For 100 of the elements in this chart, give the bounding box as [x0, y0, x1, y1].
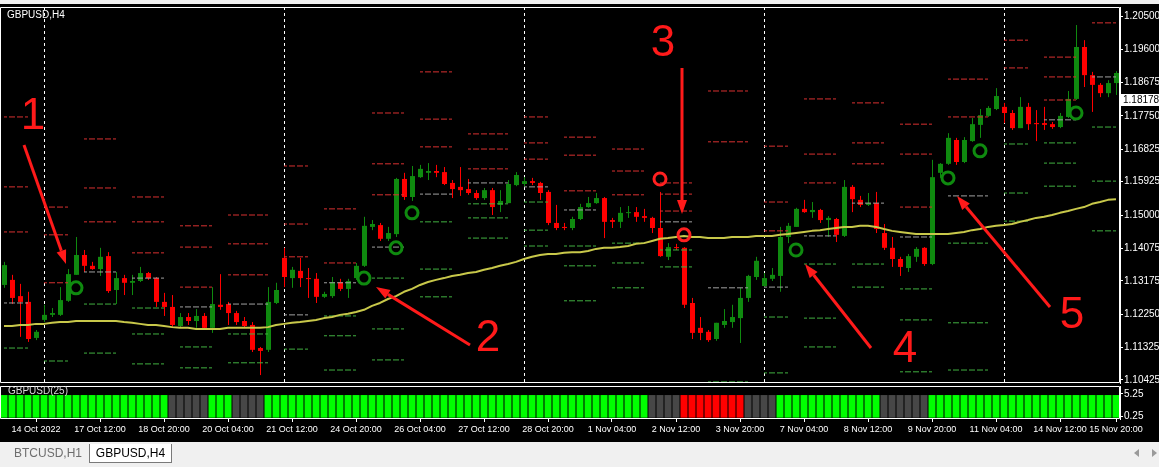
y-tick-label: 1.19600 — [1124, 42, 1159, 54]
candlestick — [282, 247, 287, 288]
candlestick — [442, 166, 447, 186]
candlestick — [58, 286, 63, 317]
candlestick — [154, 276, 159, 308]
y-tick-label: 1.10425 — [1124, 373, 1159, 385]
x-tick-label: 9 Nov 20:00 — [907, 423, 957, 434]
candlestick — [698, 316, 703, 341]
candlestick — [290, 266, 295, 289]
candlestick — [130, 274, 135, 296]
y-tick-label: 1.15925 — [1124, 175, 1159, 187]
candlestick — [994, 87, 999, 111]
x-tick-label: 7 Nov 04:00 — [779, 423, 829, 434]
candlestick — [962, 136, 967, 164]
candlestick — [882, 223, 887, 251]
point — [940, 170, 956, 186]
y-tick-label: 1.16825 — [1124, 142, 1159, 154]
candlestick — [298, 257, 303, 288]
candlestick — [1026, 102, 1031, 131]
x-tick-label: 2 Nov 12:00 — [651, 423, 701, 434]
candlestick — [890, 236, 895, 268]
x-tick-label: 14 Oct 2022 — [11, 423, 61, 434]
y-tick-label: 1.17750 — [1124, 109, 1159, 121]
candlestick — [722, 308, 727, 329]
candlestick — [602, 196, 607, 239]
candlestick — [906, 253, 911, 273]
candlestick — [1034, 109, 1039, 142]
candlestick — [730, 304, 735, 329]
candlestick — [490, 187, 495, 216]
candlestick — [74, 236, 79, 276]
annotation: 3 — [650, 16, 676, 66]
candlestick — [210, 286, 215, 334]
y-tick-label: 1.13175 — [1124, 274, 1159, 286]
candlestick — [122, 274, 127, 296]
x-tick-label: 15 Nov 20:00 — [1089, 423, 1143, 434]
x-tick-label: 28 Oct 20:00 — [522, 423, 574, 434]
chart-title: GBPUSD(25) — [8, 384, 69, 396]
x-tick-label: 24 Oct 20:00 — [330, 423, 382, 434]
point — [1068, 105, 1084, 121]
point — [388, 240, 404, 256]
annotation: 1.18178 — [1123, 93, 1159, 105]
x-tick-label: 27 Oct 12:00 — [458, 423, 510, 434]
candlestick — [618, 206, 623, 229]
candlestick — [226, 301, 231, 326]
candlestick — [970, 117, 975, 143]
y-tick-label: 1.12250 — [1124, 307, 1159, 319]
candlestick — [18, 283, 23, 338]
point — [652, 171, 668, 187]
y-tick-label: 1.11325 — [1124, 341, 1159, 353]
candlestick — [2, 261, 7, 289]
x-tick-label: 21 Oct 12:00 — [266, 423, 318, 434]
candlestick — [314, 272, 319, 304]
candlestick — [954, 137, 959, 166]
x-tick-label: 3 Nov 20:00 — [715, 423, 765, 434]
annotation: 5 — [1059, 288, 1085, 338]
candlestick — [922, 246, 927, 267]
candlestick — [754, 256, 759, 281]
candlestick — [626, 205, 631, 219]
candlestick — [746, 274, 751, 303]
candlestick — [402, 172, 407, 201]
candlestick — [458, 166, 463, 197]
candlestick — [1042, 106, 1047, 131]
text: BTCUSD,H1 — [13, 445, 83, 462]
candlestick — [1018, 96, 1023, 129]
candlestick — [258, 346, 263, 376]
candlestick — [1090, 71, 1095, 113]
point — [404, 205, 420, 221]
x-tick-label: 11 Nov 04:00 — [969, 423, 1023, 434]
y-tick-label: 5.25 — [1124, 387, 1144, 399]
annotation: 1 — [20, 89, 46, 139]
candlestick — [450, 179, 455, 199]
x-tick-label: 14 Nov 12:00 — [1033, 423, 1087, 434]
point — [676, 227, 692, 243]
candlestick — [554, 204, 559, 231]
x-tick-label: 26 Oct 04:00 — [394, 423, 446, 434]
candlestick — [162, 292, 167, 317]
point — [972, 143, 988, 159]
candlestick — [10, 274, 15, 305]
candlestick — [82, 249, 87, 273]
candlestick — [114, 271, 119, 305]
candlestick — [98, 247, 103, 277]
candlestick — [274, 282, 279, 305]
candlestick — [194, 308, 199, 329]
y-tick-label: 1.20500 — [1124, 10, 1159, 22]
y-tick-label: 1.18675 — [1124, 76, 1159, 88]
candlestick — [218, 273, 223, 311]
x-tick-label: 18 Oct 20:00 — [138, 423, 190, 434]
y-tick-label: 1.15000 — [1124, 208, 1159, 220]
candlestick — [850, 184, 855, 213]
candlestick — [410, 165, 415, 202]
chart-title: GBPUSD,H4 — [7, 8, 66, 20]
candlestick — [794, 207, 799, 228]
candlestick — [1002, 102, 1007, 124]
point — [356, 270, 372, 286]
candlestick — [330, 276, 335, 299]
x-tick-label: 20 Oct 04:00 — [202, 423, 254, 434]
candlestick — [170, 294, 175, 329]
x-tick-label: 8 Nov 12:00 — [843, 423, 893, 434]
x-tick-label: 1 Nov 04:00 — [587, 423, 637, 434]
candlestick — [898, 256, 903, 277]
